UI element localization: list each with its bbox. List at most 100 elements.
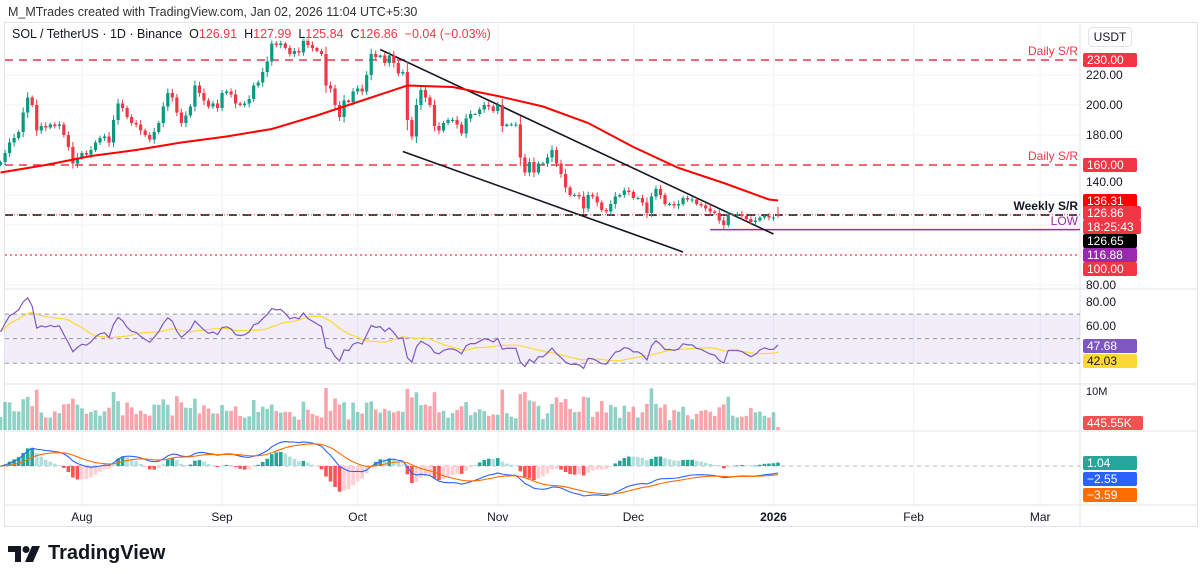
volume-bar [170, 415, 175, 430]
candle-body [297, 51, 301, 53]
volume-bar [102, 411, 107, 430]
volume-bar [125, 402, 129, 430]
currency-button[interactable]: USDT [1088, 27, 1132, 47]
macd-histogram-bar [143, 466, 147, 467]
volume-bar [21, 399, 25, 430]
candle-body [536, 163, 541, 173]
volume-bar [355, 411, 360, 430]
volume-bar [658, 407, 663, 430]
candle-body [708, 208, 712, 212]
candle-body [98, 138, 102, 143]
volume-bar [238, 415, 242, 430]
moving-average-line [0, 84, 779, 202]
volume-bar [767, 417, 771, 430]
price-axis-label: 200.00 [1086, 98, 1123, 112]
volume-bar [473, 412, 477, 430]
candle-body [21, 112, 25, 132]
volume-bar [279, 412, 283, 430]
volume-bar [586, 397, 590, 430]
candle-body [188, 106, 192, 116]
volume-bar [468, 415, 473, 430]
volume-bar [505, 413, 509, 430]
symbol-title[interactable]: SOL / TetherUS · 1D · Binance [12, 27, 183, 41]
time-axis-label: Feb [903, 510, 924, 524]
time-axis-label: 2026 [760, 510, 787, 524]
candle-body [57, 124, 61, 126]
macd-histogram-bar [206, 463, 211, 466]
volume-bar [681, 406, 685, 430]
macd-histogram-bar [599, 466, 604, 470]
volume-bar [107, 407, 111, 430]
candle-body [437, 126, 441, 131]
macd-histogram-bar [622, 458, 627, 466]
candle-body [107, 136, 111, 143]
candle-body [681, 198, 685, 204]
macd-histogram-bar [423, 466, 428, 476]
candle-body [568, 187, 572, 195]
tag-macd: −2.55 [1083, 472, 1137, 486]
macd-histogram-bar [717, 466, 722, 467]
candle-body [672, 204, 676, 206]
volume-bar [306, 409, 310, 430]
macd-histogram-bar [731, 466, 735, 467]
candle-body [527, 162, 531, 173]
volume-bar [242, 417, 247, 430]
macd-histogram-bar [590, 466, 595, 471]
candle-body [563, 174, 568, 188]
volume-bar [134, 414, 138, 430]
macd-histogram-bar [98, 466, 102, 472]
volume-bar [224, 410, 229, 430]
macd-histogram-bar [53, 463, 57, 466]
volume-bar [147, 415, 152, 430]
candle-body [283, 43, 287, 48]
candle-body [175, 97, 179, 113]
macd-histogram-bar [708, 463, 712, 466]
macd-histogram-bar [690, 459, 694, 466]
candle-body [582, 196, 586, 209]
candle-body [48, 124, 52, 128]
macd-histogram-bar [179, 463, 184, 466]
candle-body [686, 198, 690, 200]
high-value: 127.99 [253, 27, 292, 41]
macd-histogram-bar [71, 466, 75, 478]
volume-bar [62, 404, 66, 430]
macd-histogram-bar [419, 466, 423, 478]
volume-bar [419, 405, 423, 430]
tag-volume: 445.55K [1083, 416, 1143, 430]
symbol-legend: SOL / TetherUS · 1D · Binance O126.91 H1… [12, 27, 491, 41]
tradingview-logo: TradingView [8, 542, 165, 565]
macd-histogram-bar [156, 466, 161, 469]
macd-histogram-bar [550, 466, 554, 470]
volume-bar [762, 415, 767, 430]
candle-body [102, 136, 107, 138]
macd-histogram-bar [16, 457, 21, 466]
macd-histogram-bar [355, 466, 360, 482]
change-value: −0.04 (−0.03%) [404, 27, 491, 41]
macd-histogram-bar [649, 458, 654, 466]
volume-bar [414, 392, 419, 430]
volume-axis-label: 10M [1086, 386, 1108, 398]
candle-body [224, 91, 229, 93]
volume-bar [613, 407, 618, 430]
candle-body [270, 43, 274, 62]
candle-body [713, 211, 717, 213]
volume-bar [676, 411, 681, 430]
volume-bar [57, 413, 62, 430]
macd-histogram-bar [319, 466, 324, 470]
candle-body [75, 157, 79, 164]
macd-histogram-bar [315, 466, 319, 467]
time-axis-label: Mar [1029, 510, 1051, 524]
macd-histogram-bar [613, 463, 618, 466]
volume-bar [229, 410, 233, 430]
candle-body [749, 219, 753, 222]
low-label: L [298, 27, 306, 41]
time-axis-label: Aug [71, 510, 93, 524]
macd-histogram-bar [464, 466, 468, 471]
volume-bar [536, 405, 541, 430]
macd-histogram-bar [735, 465, 740, 467]
macd-histogram-bar [776, 462, 780, 466]
low-value: 125.84 [305, 27, 344, 41]
volume-bar [527, 400, 532, 430]
volume-bar [577, 411, 581, 430]
